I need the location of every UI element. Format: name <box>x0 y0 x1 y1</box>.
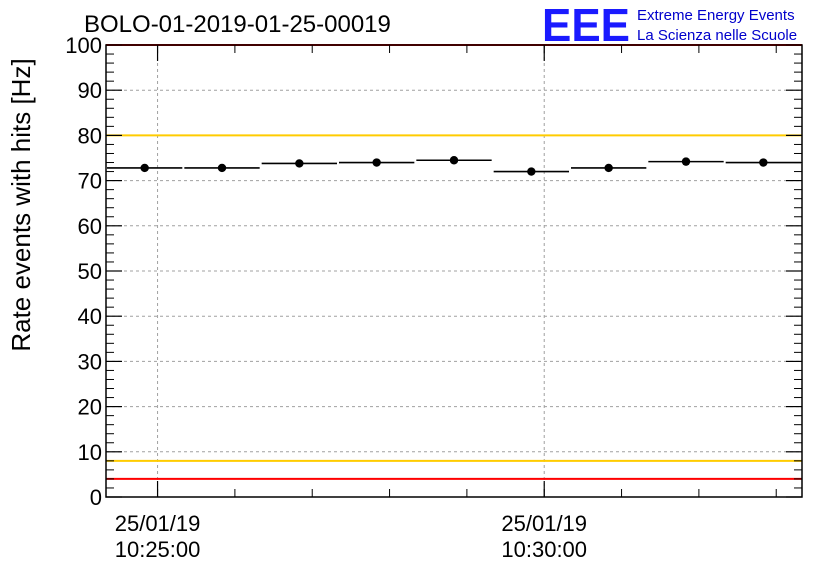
y-tick-label: 30 <box>78 349 102 374</box>
y-tick-label: 60 <box>78 214 102 239</box>
logo-line-1: Extreme Energy Events <box>637 7 795 24</box>
y-tick-label: 80 <box>78 123 102 148</box>
y-tick-label: 10 <box>78 440 102 465</box>
y-axis-title: Rate events with hits [Hz] <box>6 58 36 351</box>
y-tick-label: 50 <box>78 259 102 284</box>
y-tick-label: 90 <box>78 78 102 103</box>
data-point <box>217 163 227 173</box>
y-tick-label: 100 <box>65 33 102 58</box>
chart-title: BOLO-01-2019-01-25-00019 <box>84 11 391 38</box>
logo-line-2: La Scienza nelle Scuole <box>637 27 797 44</box>
data-point <box>527 167 536 176</box>
data-point <box>372 158 381 167</box>
data-point <box>604 163 613 173</box>
x-tick-label-date: 25/01/19 <box>115 511 201 536</box>
y-tick-label: 40 <box>78 304 102 329</box>
logo-letters: EEE <box>542 0 630 51</box>
grid-layer <box>106 45 802 497</box>
data-point <box>295 159 304 168</box>
data-series <box>107 156 801 176</box>
eee-logo: EEE Extreme Energy Events La Scienza nel… <box>542 0 797 51</box>
data-point <box>759 158 768 167</box>
y-tick-label: 20 <box>78 395 102 420</box>
x-tick-label-time: 10:30:00 <box>501 537 587 562</box>
y-tick-labels: 0 10 20 30 40 50 60 70 80 90 100 <box>65 33 102 510</box>
data-point <box>681 157 691 166</box>
y-tick-label: 70 <box>78 169 102 194</box>
reference-lines <box>106 44 802 480</box>
x-tick-label-date: 25/01/19 <box>501 511 587 536</box>
x-tick-label-time: 10:25:00 <box>115 537 201 562</box>
data-point <box>140 163 149 173</box>
y-tick-label: 0 <box>90 485 102 510</box>
plot-frame <box>105 44 803 498</box>
data-point <box>449 156 459 165</box>
